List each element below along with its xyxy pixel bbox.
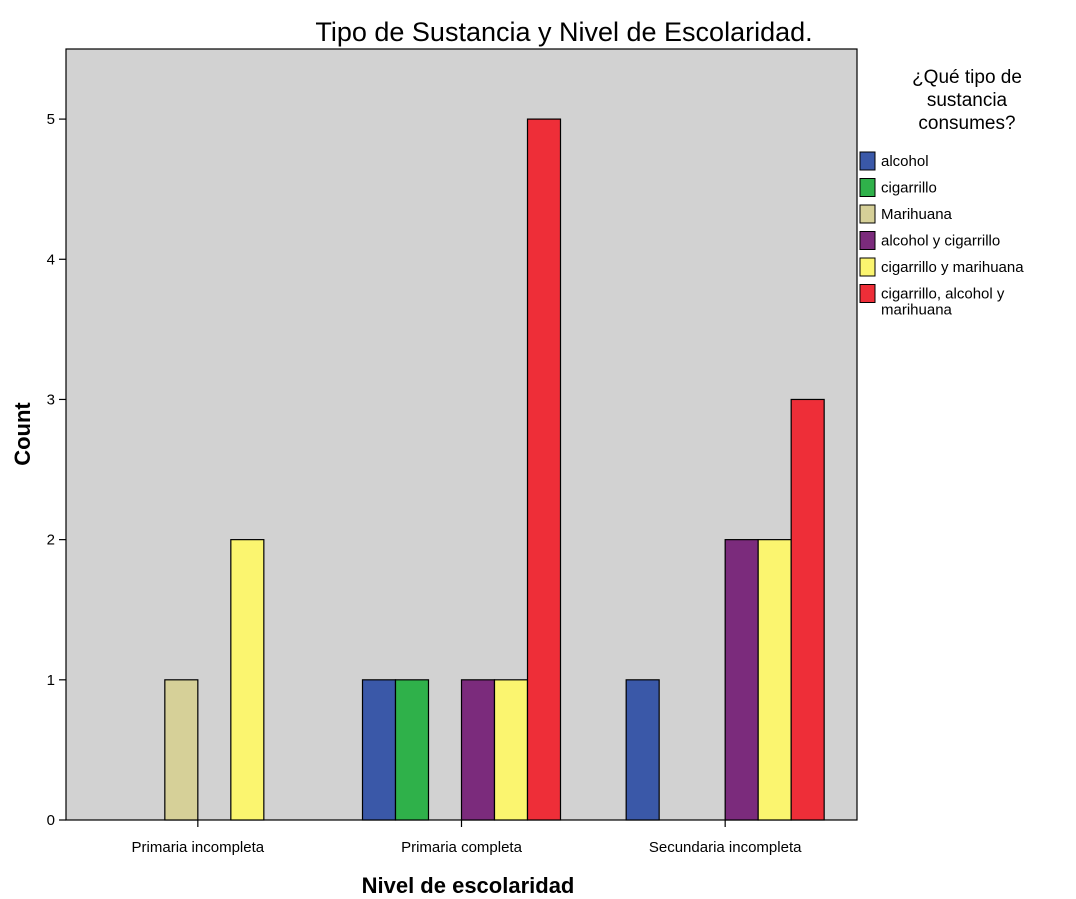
bar (724, 539, 759, 821)
legend-label: alcohol (881, 153, 929, 170)
x-tick-label: Secundaria incompleta (649, 839, 802, 856)
y-tick-label: 4 (47, 251, 55, 268)
legend-swatch (859, 178, 876, 197)
y-axis-title: Count (10, 402, 35, 466)
bar (164, 679, 199, 821)
bar (361, 679, 397, 821)
x-axis-title: Nivel de escolaridad (362, 873, 575, 898)
y-tick-label: 5 (47, 111, 55, 128)
legend-title: sustancia (927, 90, 1008, 111)
bar (757, 539, 792, 821)
legend-title: consumes? (918, 113, 1015, 134)
x-tick-label: Primaria incompleta (132, 839, 265, 856)
legend-swatch (859, 151, 876, 171)
legend-label: cigarrillo y marihuana (881, 259, 1024, 276)
legend-label: alcohol y cigarrillo (881, 233, 1000, 250)
bar (394, 679, 430, 821)
bar (460, 679, 496, 821)
y-tick-label: 2 (47, 532, 55, 549)
legend-label: cigarrillo, alcohol y (881, 286, 1005, 303)
bars (164, 118, 825, 821)
legend-label: cigarrillo (881, 180, 937, 197)
x-tick-label: Primaria completa (401, 839, 523, 856)
legend-swatch (859, 284, 876, 303)
legend-title: ¿Qué tipo de (912, 67, 1022, 88)
bar (790, 398, 825, 821)
x-axis: Primaria incompleta Primaria completa Secu… (132, 820, 802, 856)
y-tick-label: 0 (47, 812, 55, 829)
bar (526, 118, 562, 821)
legend-swatch (859, 204, 876, 224)
y-tick-label: 3 (47, 391, 55, 408)
y-axis: 0 1 2 3 4 5 (47, 111, 66, 829)
bar (493, 679, 529, 821)
chart-title: Tipo de Sustancia y Nivel de Escolaridad… (315, 17, 812, 47)
y-tick-label: 1 (47, 672, 55, 689)
legend-label: marihuana (881, 302, 953, 319)
bar (230, 539, 265, 821)
legend-swatch (859, 257, 876, 277)
bar (625, 679, 660, 821)
legend-swatch (859, 231, 876, 250)
legend-label: Marihuana (881, 206, 953, 223)
